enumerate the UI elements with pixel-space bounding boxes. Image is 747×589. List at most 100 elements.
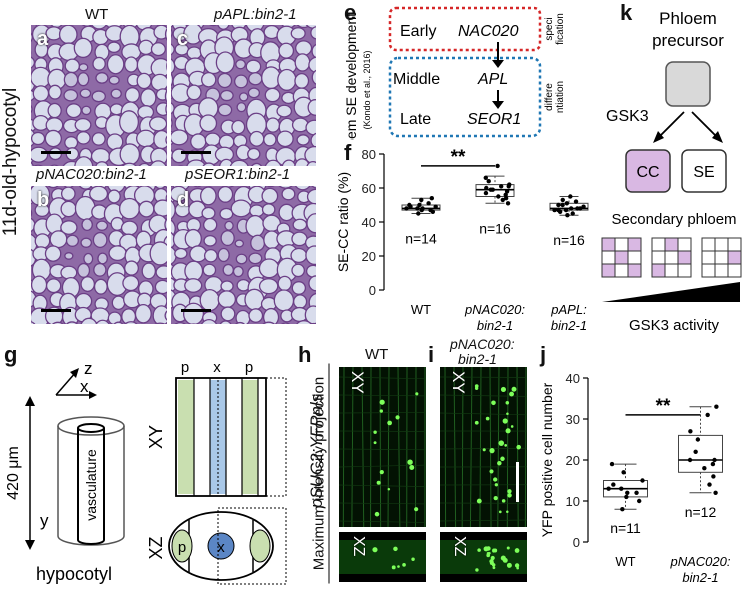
cell <box>235 59 246 70</box>
cell-wall-line <box>497 367 500 527</box>
cell <box>277 68 297 91</box>
cells-b <box>31 186 167 324</box>
cell <box>202 263 217 277</box>
cell <box>92 56 106 71</box>
xy-phloem-left <box>178 380 194 494</box>
data-point <box>496 194 501 199</box>
cell <box>248 308 264 323</box>
cc-cell <box>625 149 671 193</box>
e-spec2: fication <box>555 13 566 45</box>
n-label: n=12 <box>685 504 717 520</box>
data-point <box>611 482 616 487</box>
cell <box>235 321 246 324</box>
category-label: bin2-1 <box>551 318 587 333</box>
vasculature-bottom <box>77 539 105 545</box>
panel-i-title-1: pNAC020: <box>450 336 515 352</box>
yfp-nucleus <box>506 510 509 513</box>
cell <box>292 218 308 231</box>
cell <box>31 321 36 324</box>
data-point <box>568 194 573 199</box>
cell <box>111 295 126 311</box>
panel-b-title: pNAC020:bin2-1 <box>36 166 147 183</box>
cell <box>51 321 64 324</box>
cell <box>134 303 152 324</box>
cells-c <box>171 25 316 166</box>
data-point <box>495 163 500 169</box>
yfp-nucleus <box>395 415 400 420</box>
yfp-nucleus <box>492 549 496 553</box>
cell <box>186 84 202 101</box>
cell <box>48 84 62 100</box>
scale-bar <box>41 309 71 312</box>
data-point <box>713 490 718 495</box>
cell <box>77 72 90 87</box>
panel-j-letter: j <box>540 342 547 367</box>
data-point <box>712 457 717 463</box>
cell <box>199 114 218 133</box>
cell <box>89 186 109 202</box>
cell <box>92 231 108 249</box>
cell <box>220 230 235 247</box>
cell <box>276 104 293 118</box>
yfp-nucleus <box>387 420 392 426</box>
micrograph-a: a <box>31 25 167 166</box>
cell-wall-line <box>361 367 365 527</box>
data-point <box>563 207 569 213</box>
cell-wall-line <box>506 367 509 527</box>
cell <box>32 164 44 166</box>
yfp-nucleus <box>493 477 498 482</box>
cell <box>200 318 218 324</box>
cell <box>106 133 124 151</box>
cell <box>305 119 316 136</box>
yfp-nucleus <box>486 546 491 551</box>
cell-wall-line <box>387 367 390 527</box>
micrograph-d: d <box>171 186 316 324</box>
se-cell <box>681 149 727 193</box>
side-label: 11d-old-hypocotyl <box>0 87 21 237</box>
data-point <box>621 470 626 475</box>
data-point <box>619 486 624 491</box>
precursor-cell <box>665 61 711 107</box>
phloem-grid-cell <box>714 237 729 252</box>
yfp-nucleus <box>507 493 512 498</box>
i-xy-label: XY <box>449 371 468 394</box>
cell <box>220 306 236 322</box>
panel-h-letter: h <box>298 342 312 367</box>
panel-k-diagram: Phloem precursor GSK3 CC SE Secondary ph… <box>601 9 742 334</box>
cell-wall-line <box>440 394 527 397</box>
cell <box>124 260 139 276</box>
scale-bar <box>181 151 211 154</box>
xz-band <box>339 540 426 574</box>
cell <box>291 231 308 247</box>
g-xz-x: x <box>217 539 225 556</box>
vasculature-top <box>77 423 105 433</box>
cell <box>106 54 125 75</box>
cell <box>79 88 92 99</box>
yfp-nucleus <box>510 425 514 428</box>
xz-phloem-right <box>249 529 271 563</box>
yfp-nucleus <box>474 420 479 425</box>
confocal-h-xz: XZ <box>339 532 426 582</box>
data-point <box>490 187 495 192</box>
cell <box>97 252 108 265</box>
cell <box>136 129 156 148</box>
cell-wall-line <box>461 367 464 527</box>
cell <box>122 275 140 292</box>
cell <box>184 228 202 249</box>
yfp-nucleus <box>414 507 419 512</box>
xy-dotted-half <box>217 377 287 497</box>
yfp-nucleus <box>489 469 494 474</box>
yfp-nucleus <box>379 469 384 475</box>
cell-wall-line <box>453 367 457 527</box>
cell <box>44 129 62 148</box>
yfp-nucleus <box>374 511 380 517</box>
cell <box>247 87 261 99</box>
cell <box>91 132 106 146</box>
phloem-grid-cell <box>701 237 716 252</box>
yfp-nucleus <box>489 559 494 564</box>
cell <box>47 102 62 119</box>
cell-wall-line <box>339 376 426 380</box>
data-point <box>416 211 421 216</box>
cell <box>264 87 281 103</box>
cell <box>235 253 248 265</box>
